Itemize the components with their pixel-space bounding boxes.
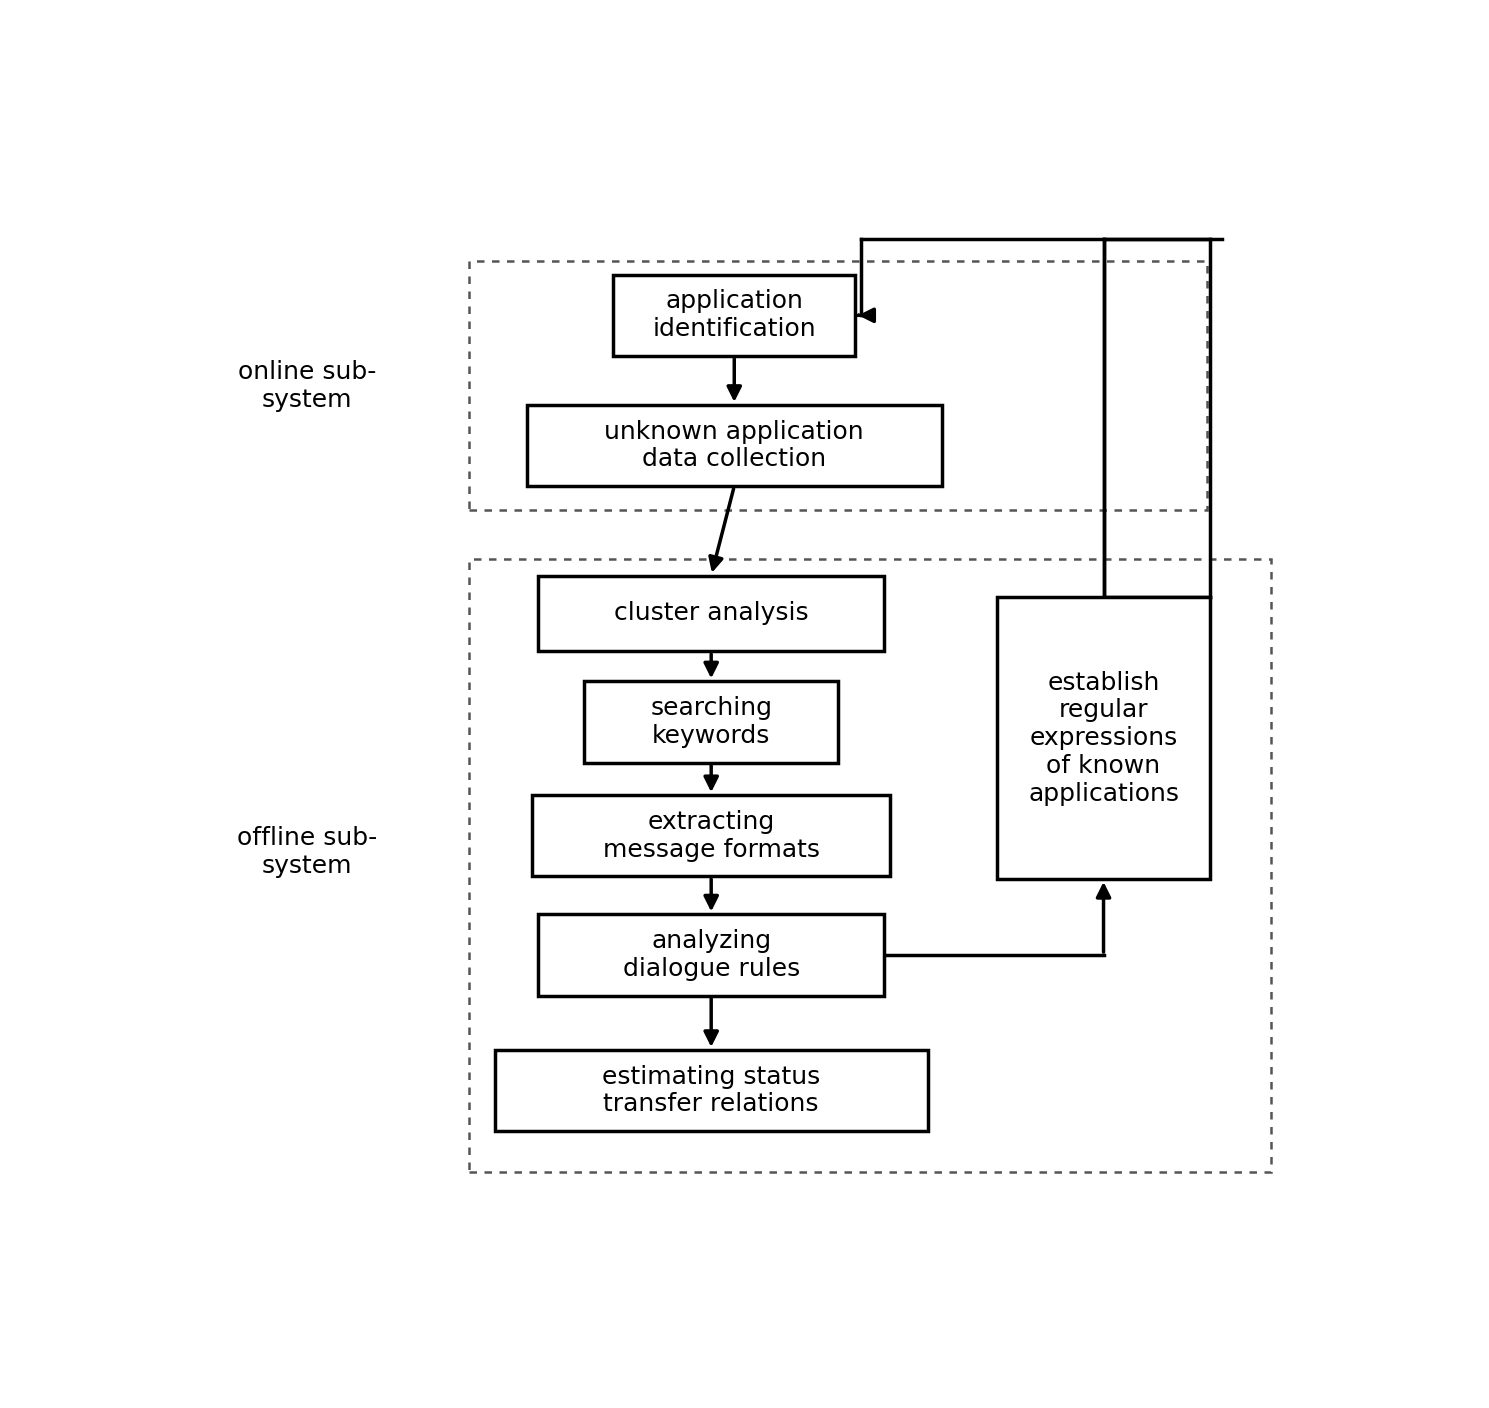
Bar: [527, 404, 943, 486]
Text: cluster analysis: cluster analysis: [613, 601, 809, 625]
Text: application
identification: application identification: [652, 290, 816, 341]
Text: unknown application
data collection: unknown application data collection: [605, 420, 864, 472]
Bar: [469, 559, 1272, 1171]
Bar: [996, 597, 1211, 879]
Text: analyzing
dialogue rules: analyzing dialogue rules: [622, 929, 800, 981]
Text: online sub-
system: online sub- system: [238, 360, 377, 411]
Text: searching
keywords: searching keywords: [651, 696, 773, 748]
Bar: [469, 260, 1208, 511]
Text: offline sub-
system: offline sub- system: [237, 826, 377, 877]
Bar: [584, 681, 838, 763]
Bar: [538, 914, 884, 995]
Bar: [494, 1050, 928, 1131]
Bar: [613, 275, 855, 356]
Text: estimating status
transfer relations: estimating status transfer relations: [602, 1064, 820, 1117]
Text: extracting
message formats: extracting message formats: [603, 810, 819, 862]
Bar: [538, 576, 884, 652]
Text: establish
regular
expressions
of known
applications: establish regular expressions of known a…: [1027, 670, 1179, 805]
Bar: [533, 796, 890, 876]
